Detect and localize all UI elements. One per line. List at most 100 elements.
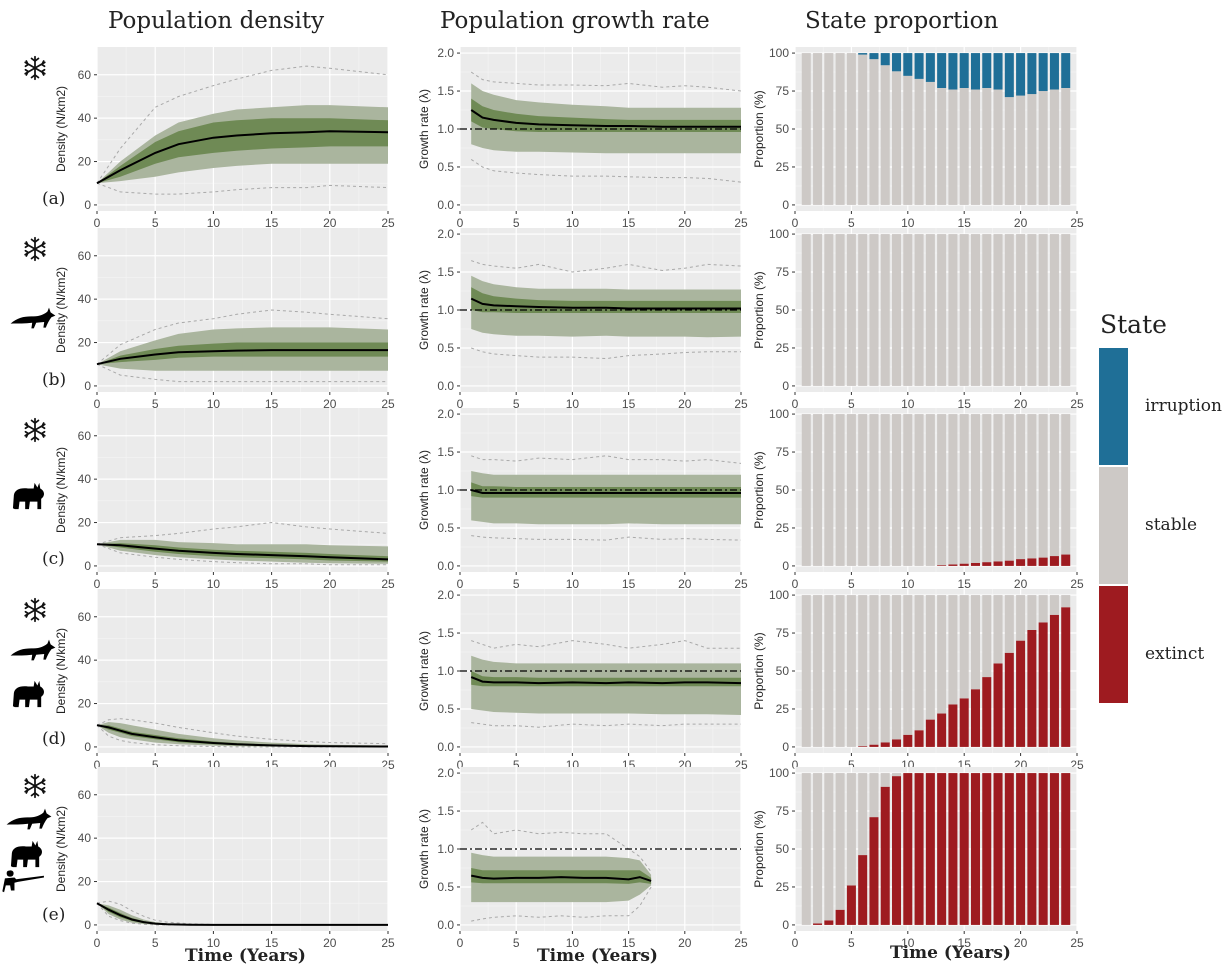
state-c-bar-extinct [982,562,992,566]
state-b-y-tick-label: 0 [782,379,789,393]
state-a-bar-stable [801,53,811,205]
state-a-bar-stable [892,71,902,205]
density-c-mean-line [96,543,389,561]
growth-e-y-axis-label: Growth rate (λ) [417,809,431,889]
row-label-c: (c) [42,549,65,569]
state-e-bar-extinct [858,855,868,925]
growth-a-y-tick-label: 1.0 [437,122,454,136]
density-c-x-tick-label: 20 [323,577,337,591]
density-b-x-tick-label: 15 [265,397,279,411]
state-d-bar-stable [914,595,924,731]
legend-label-extinct: extinct [1145,644,1205,664]
state-c-bar-stable [1016,414,1026,560]
state-d-y-tick-label: 50 [776,664,790,678]
state-e-bar-extinct [846,885,856,925]
state-d-bar-stable [925,595,935,720]
state-d-bar-stable [948,595,958,705]
legend-key-extinct [1099,586,1128,703]
density-a-y-tick-label: 60 [78,68,92,82]
state-c-y-tick-label: 50 [776,483,790,497]
state-b-panel: 0 5 10 15 20 25 0 25 50 75 100 Proportion (%) [752,227,1084,411]
density-a-x-tick-label: 20 [323,216,337,230]
growth-a-min-line [470,158,742,183]
growth-a-x-tick-label: 25 [734,216,748,230]
growth-b-x-tick-label: 10 [566,397,580,411]
growth-c-x-tick-label: 15 [622,577,636,591]
density-c-y-tick-label: 60 [78,429,92,443]
state-a-bar-stable [914,78,924,205]
growth-a-outer-band [471,83,741,154]
density-d-x-tick-label: 5 [152,758,159,772]
growth-b-y-axis-label: Growth rate (λ) [417,270,431,350]
state-c-bar-stable [948,414,958,565]
state-e-x-tick-label: 10 [901,936,915,950]
density-a-inner-band [97,118,388,184]
state-a-y-tick-label: 75 [776,84,790,98]
density-a-x-tick-label: 5 [152,216,159,230]
density-e-x-tick-label: 0 [94,936,101,950]
state-a-y-tick-label: 100 [769,46,789,60]
state-a-bar-stable [1038,91,1048,205]
state-column-title: State proportion [805,8,999,34]
snowflake-icon [22,773,48,804]
state-a-bar-stable [925,81,935,205]
state-d-bar-extinct [903,734,913,747]
state-e-bar-stable [824,773,834,921]
state-d-bar-stable [959,595,969,699]
state-b-bar-stable [1061,234,1071,386]
state-a-bar-irruption [892,53,902,72]
growth-d-min-line [471,722,741,728]
state-a-bar-stable [948,89,958,205]
state-a-panel: 0 5 10 15 20 25 0 25 50 75 100 Proportion (%) [752,46,1084,230]
state-e-x-tick-label: 0 [792,936,799,950]
state-e-x-tick-label: 20 [1014,936,1028,950]
state-c-bar-stable [801,414,811,566]
state-d-bar-stable [1038,595,1048,623]
state-b-bar-stable [1049,234,1059,386]
lynx-icon [7,838,45,875]
state-c-bar-stable [1061,414,1071,555]
density-e-x-tick-label: 10 [207,936,221,950]
state-d-y-tick-label: 0 [782,740,789,754]
density-a-x-tick-label: 0 [94,216,101,230]
growth-b-x-tick-label: 5 [513,397,520,411]
density-b-panel: 0 5 10 15 20 25 0 20 40 60 Density (N/km2) [54,228,395,411]
state-c-bar-stable [1038,414,1048,558]
state-d-bar-extinct [970,689,980,747]
growth-c-x-tick-label: 20 [678,577,692,591]
snowflake-icon [22,236,48,267]
density-c-max-line [96,521,389,545]
state-c-bar-stable [813,414,823,566]
state-c-x-tick-label: 25 [1070,577,1084,591]
state-d-bar-stable [1061,595,1071,608]
state-a-bar-irruption [858,53,868,55]
state-e-x-tick-label: 15 [958,936,972,950]
state-a-y-axis-label: Proportion (%) [752,90,766,167]
density-e-y-tick-label: 20 [78,875,92,889]
state-e-bar-extinct [982,773,992,925]
state-a-bar-stable [1049,89,1059,205]
state-c-bar-extinct [1049,556,1059,566]
growth-e-y-tick-label: 0.5 [437,880,454,894]
density-a-x-tick-label: 10 [207,216,221,230]
state-c-y-axis-label: Proportion (%) [752,451,766,528]
density-b-y-axis-label: Density (N/km2) [54,267,68,353]
density-d-y-tick-label: 40 [78,653,92,667]
density-b-x-tick-label: 25 [381,397,395,411]
state-e-bar-stable [869,773,879,818]
growth-c-y-tick-label: 2.0 [437,407,454,421]
density-e-x-tick-label: 20 [323,936,337,950]
density-e-x-tick-label: 25 [381,936,395,950]
density-e-x-tick-label: 5 [152,936,159,950]
state-d-bar-extinct [1027,630,1037,747]
growth-e-y-tick-label: 1.0 [437,842,454,856]
state-c-bar-extinct [1016,559,1026,566]
state-c-bar-extinct [1004,560,1014,566]
state-d-y-axis-label: Proportion (%) [752,632,766,709]
state-a-bar-stable [959,88,969,205]
density-c-min-line [96,543,388,566]
state-d-bar-stable [1049,595,1059,615]
state-b-bar-stable [880,234,890,386]
state-a-bar-irruption [1004,53,1014,98]
